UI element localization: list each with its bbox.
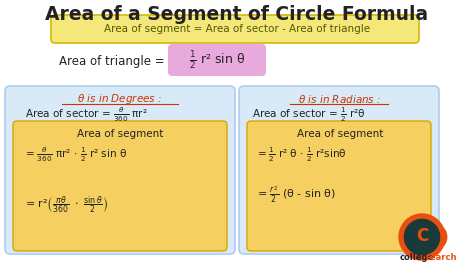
Text: = $\frac{r^{2}}{2}$ (θ - sin θ): = $\frac{r^{2}}{2}$ (θ - sin θ) [257,185,336,205]
Text: $\frac{1}{2}$ r² sin θ: $\frac{1}{2}$ r² sin θ [189,49,245,71]
Text: college: college [400,253,434,261]
Text: $\theta$ is in Radians :: $\theta$ is in Radians : [298,93,382,105]
Text: = $\frac{\theta}{360}$ πr² $\cdot$ $\frac{1}{2}$ r² sin θ: = $\frac{\theta}{360}$ πr² $\cdot$ $\fra… [25,146,127,164]
Text: Area of segment: Area of segment [297,129,383,139]
Text: Area of a Segment of Circle Formula: Area of a Segment of Circle Formula [46,6,428,25]
FancyBboxPatch shape [247,121,431,251]
Text: = $\frac{1}{2}$ r² θ $\cdot$ $\frac{1}{2}$ r²sinθ: = $\frac{1}{2}$ r² θ $\cdot$ $\frac{1}{2… [257,146,346,164]
Text: search: search [426,253,457,261]
Text: C: C [416,227,428,245]
Text: = r²$\left(\frac{\pi\theta}{360}\ \cdot\ \frac{\sin\theta}{2}\right)$: = r²$\left(\frac{\pi\theta}{360}\ \cdot\… [25,194,108,215]
FancyBboxPatch shape [13,121,227,251]
Text: $\theta$ is in Degrees :: $\theta$ is in Degrees : [77,92,163,106]
Circle shape [399,214,445,260]
FancyBboxPatch shape [5,86,235,254]
FancyBboxPatch shape [168,44,266,76]
Text: Area of segment: Area of segment [77,129,163,139]
Circle shape [404,219,440,255]
Text: Area of sector = $\frac{\theta}{360}$ πr²: Area of sector = $\frac{\theta}{360}$ πr… [25,106,148,124]
FancyBboxPatch shape [51,15,419,43]
Text: Area of segment = Area of sector - Area of triangle: Area of segment = Area of sector - Area … [104,24,370,34]
FancyBboxPatch shape [239,86,439,254]
Text: Area of sector = $\frac{1}{2}$ r²θ: Area of sector = $\frac{1}{2}$ r²θ [252,106,365,124]
Text: Area of triangle =: Area of triangle = [59,54,168,68]
